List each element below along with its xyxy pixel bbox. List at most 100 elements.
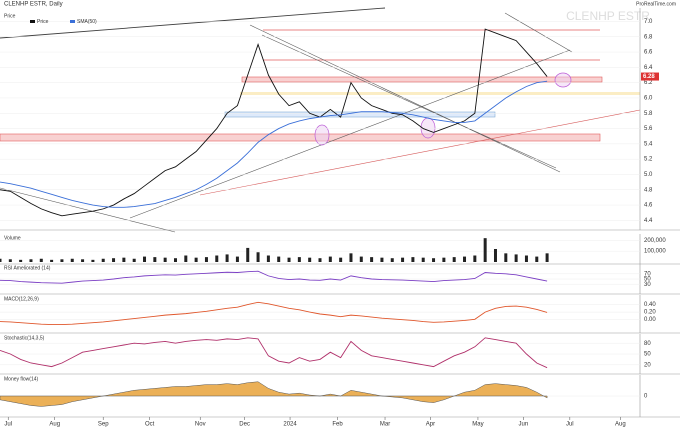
bar <box>411 257 415 262</box>
highlight <box>554 72 572 88</box>
zone <box>0 133 601 142</box>
bar <box>452 257 456 262</box>
bar <box>277 256 281 262</box>
y-tick-label: 80 <box>644 341 651 347</box>
y-tick-label: 20 <box>644 362 651 368</box>
y-tick-label: 6.8 <box>644 34 653 40</box>
panel-title: Stochastic(14,3,5) <box>4 335 45 341</box>
bar <box>524 255 528 262</box>
bar <box>143 256 147 262</box>
bar <box>184 255 188 262</box>
zone <box>224 111 496 118</box>
y-tick-label: 6.2 <box>644 80 653 86</box>
trend-line <box>261 34 557 169</box>
y-tick-label: 7.0 <box>644 19 653 25</box>
y-tick-label: 50 <box>644 277 651 283</box>
last-price-label: 6.28 <box>643 74 655 80</box>
bar <box>50 259 54 262</box>
panel-title: RSI Ameliorated (14) <box>4 265 51 271</box>
annotations <box>0 7 641 233</box>
bar <box>339 257 343 262</box>
bar <box>101 258 105 262</box>
zone <box>240 92 640 95</box>
y-tick-label: 5.0 <box>644 172 653 178</box>
bar <box>483 238 487 262</box>
bar <box>318 258 322 262</box>
x-tick-label: Apr <box>426 422 435 428</box>
bar <box>504 253 508 262</box>
x-tick-label: Dec <box>239 422 250 428</box>
trend-line <box>249 24 561 173</box>
bar <box>308 257 312 262</box>
bar <box>29 259 33 262</box>
panel-title: MACD(12,26,9) <box>4 296 39 302</box>
legend-label: SMA(50) <box>77 19 97 25</box>
y-tick-label: 0 <box>644 394 648 400</box>
bar <box>163 257 167 262</box>
bar <box>39 258 43 262</box>
bar <box>266 255 270 262</box>
x-tick-label: Sep <box>98 422 109 428</box>
series-line <box>0 337 548 369</box>
bar <box>132 258 136 262</box>
bar <box>8 259 12 262</box>
bar <box>390 258 394 262</box>
x-tick-label: Oct <box>145 422 155 428</box>
trend-line <box>199 109 641 196</box>
bar <box>194 257 198 262</box>
bar <box>349 253 353 262</box>
series-line <box>0 80 548 208</box>
bar <box>122 257 126 262</box>
panel-title: Money flow(14) <box>4 376 39 382</box>
x-tick-label: 2024 <box>283 422 297 428</box>
bar <box>493 249 497 262</box>
x-tick-label: Mar <box>380 422 390 428</box>
y-tick-label: 0.40 <box>644 302 656 308</box>
y-tick-label: 5.2 <box>644 157 653 163</box>
y-tick-label: 5.4 <box>644 141 653 147</box>
y-tick-label: 200,000 <box>644 238 666 244</box>
y-tick-label: 50 <box>644 352 651 358</box>
y-tick-label: 6.6 <box>644 50 653 56</box>
zone <box>241 76 603 83</box>
x-tick-label: May <box>472 422 483 428</box>
y-tick-label: 30 <box>644 282 651 288</box>
y-tick-label: 5.6 <box>644 126 653 132</box>
chart-title: CLENHP ESTR, Daily <box>4 2 63 8</box>
legend-swatch <box>70 20 75 23</box>
bar <box>60 259 64 262</box>
x-tick-label: Aug <box>615 422 626 428</box>
bar <box>81 259 85 262</box>
bar <box>287 257 291 262</box>
bar <box>297 257 301 262</box>
bar <box>256 252 260 262</box>
trend-line <box>504 12 573 53</box>
y-tick-label: 4.6 <box>644 203 653 209</box>
bar <box>514 254 518 262</box>
bar <box>235 256 239 262</box>
y-tick-label: 4.8 <box>644 187 653 193</box>
bar <box>545 253 549 262</box>
bar <box>204 257 208 262</box>
x-tick-label: Jul <box>566 422 574 428</box>
trend-line <box>0 187 176 233</box>
x-tick-label: Feb <box>332 422 343 428</box>
bar <box>246 247 250 262</box>
bar <box>112 258 116 262</box>
y-tick-label: 0.00 <box>644 317 656 323</box>
y-tick-label: 4.4 <box>644 218 653 224</box>
y-tick-label: 5.8 <box>644 111 653 117</box>
bar <box>215 255 219 262</box>
bar <box>19 259 23 262</box>
watermark: CLENHP ESTR <box>566 9 650 23</box>
bar <box>173 258 177 262</box>
bar <box>0 258 2 262</box>
bar <box>535 256 539 262</box>
y-tick-label: 6.4 <box>644 65 653 71</box>
x-tick-label: Jun <box>519 422 529 428</box>
y-tick-label: 0.20 <box>644 310 656 316</box>
y-tick-label: 6.0 <box>644 96 653 102</box>
bar <box>463 256 467 262</box>
source: ProRealTime.com <box>636 1 676 7</box>
